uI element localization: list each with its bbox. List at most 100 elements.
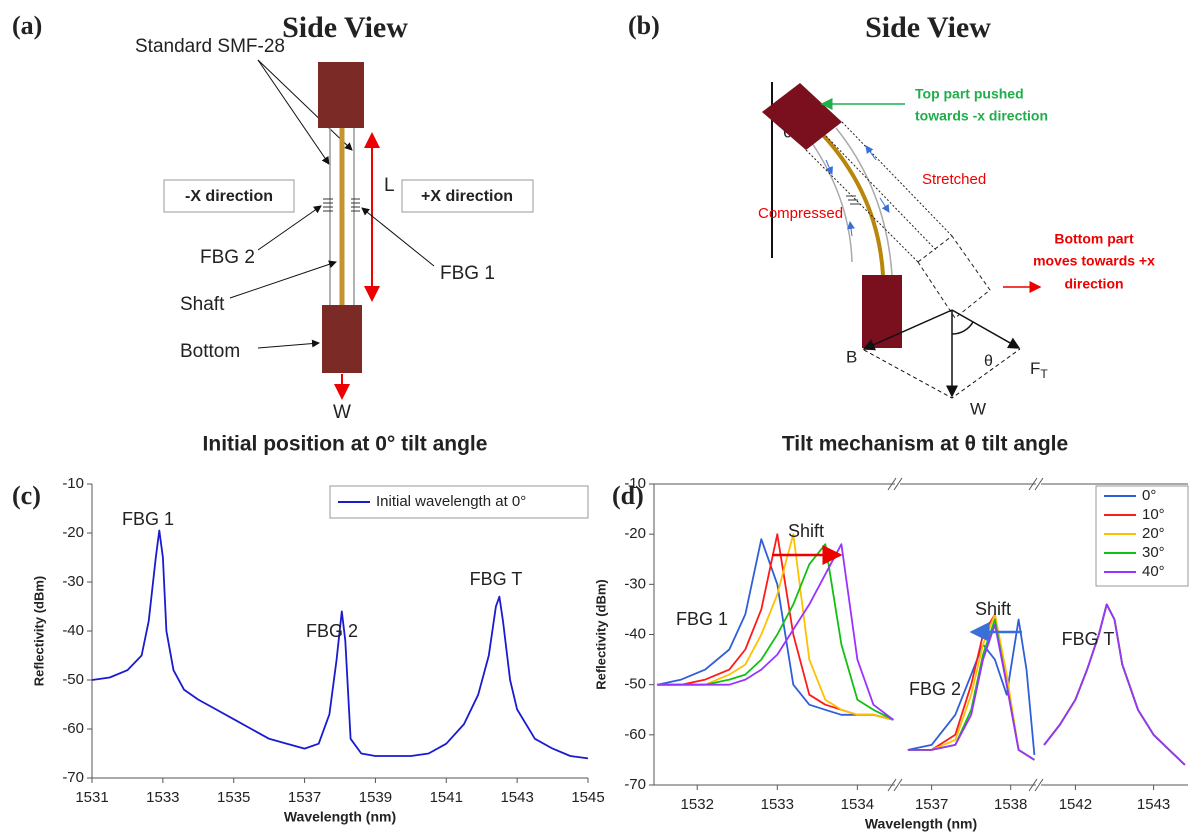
y-axis-label: Reflectivity (dBm): [593, 579, 608, 690]
strain-arrow: [879, 197, 890, 213]
y-tick-label: -60: [624, 726, 646, 743]
stretched-label: Stretched: [922, 171, 986, 188]
y-axis-label: Reflectivity (dBm): [31, 576, 46, 687]
shaft: [821, 133, 885, 276]
direction-label: -X direction: [185, 188, 273, 205]
bottom-block: [322, 305, 362, 373]
top-block: [318, 62, 364, 128]
top-block: [762, 83, 842, 150]
axis-break: [887, 477, 903, 491]
x-axis-label: Wavelength (nm): [284, 809, 396, 825]
force-label-sub: T: [1040, 367, 1048, 381]
pointer: [257, 59, 353, 151]
legend-label: 0°: [1142, 487, 1156, 504]
ghost-outline: [805, 121, 953, 263]
x-tick-label: 1543: [1137, 796, 1170, 813]
legend-label: 10°: [1142, 506, 1165, 523]
x-tick-label: 1545: [571, 789, 604, 806]
y-tick-label: -20: [624, 525, 646, 542]
x-tick-label: 1533: [146, 789, 179, 806]
y-tick-label: -10: [624, 475, 646, 492]
x-tick-label: 1539: [359, 789, 392, 806]
pointer: [257, 205, 322, 251]
annotation: FBG 2: [306, 621, 358, 641]
axis-break: [887, 778, 903, 792]
weight-label: W: [970, 399, 986, 418]
fbg-label: FBG 2: [200, 247, 255, 268]
pointer: [257, 59, 330, 165]
annotation: Shift: [975, 599, 1011, 619]
note: towards -x direction: [915, 108, 1048, 124]
force-arrow: [862, 309, 953, 351]
shaft-label: Shaft: [180, 294, 225, 315]
axis-break: [1028, 477, 1044, 491]
strain-arrow: [847, 221, 855, 237]
axis-break: [1028, 778, 1044, 792]
y-tick-label: -50: [62, 671, 84, 688]
x-tick-label: 1537: [915, 796, 948, 813]
annotation: FBG 1: [122, 509, 174, 529]
pointer: [229, 260, 337, 299]
x-tick-label: 1534: [841, 796, 874, 813]
series-line: [657, 543, 1186, 766]
y-tick-label: -70: [624, 776, 646, 793]
x-axis-label: Wavelength (nm): [865, 816, 977, 832]
weight-label: W: [333, 402, 351, 423]
annotation: FBG T: [470, 569, 523, 589]
direction-label: +X direction: [421, 188, 513, 205]
angle-label: θ: [984, 353, 993, 370]
pointer: [361, 207, 435, 267]
panel-title: Side View: [282, 11, 408, 44]
force-label: FT: [1030, 359, 1048, 381]
x-tick-label: 1542: [1059, 796, 1092, 813]
grating: [846, 195, 860, 205]
note: Top part pushed: [915, 86, 1024, 102]
strain-arrow: [865, 145, 877, 161]
y-tick-label: -30: [62, 573, 84, 590]
legend-box: [329, 485, 589, 519]
x-tick-label: 1537: [288, 789, 321, 806]
direction-box: [163, 179, 295, 213]
strain-arrow: [825, 159, 833, 175]
bottom-block: [862, 275, 902, 348]
y-tick-label: -40: [624, 625, 646, 642]
x-tick-label: 1531: [75, 789, 108, 806]
x-tick-label: 1543: [500, 789, 533, 806]
x-tick-label: 1535: [217, 789, 250, 806]
panel-label: (c): [12, 481, 41, 510]
y-tick-label: -20: [62, 524, 84, 541]
direction-box: [401, 179, 534, 213]
x-tick-label: 1532: [681, 796, 714, 813]
x-tick-label: 1538: [994, 796, 1027, 813]
compressed-label: Compressed: [758, 205, 843, 222]
force-outline: [863, 348, 1021, 399]
panel-label: (d): [612, 481, 644, 510]
grating: [323, 198, 360, 212]
y-tick-label: -10: [62, 475, 84, 492]
caption: Initial position at 0° tilt angle: [203, 433, 488, 456]
panel-label: (b): [628, 11, 660, 40]
annotation: FBG 1: [676, 609, 728, 629]
length-label: L: [384, 175, 395, 196]
bottom-label: Bottom: [180, 341, 240, 362]
caption: Tilt mechanism at θ tilt angle: [782, 433, 1068, 456]
annotation: Shift: [788, 521, 824, 541]
ghost-block: [917, 235, 991, 319]
x-tick-label: 1541: [430, 789, 463, 806]
y-tick-label: -40: [62, 622, 84, 639]
annotation: FBG T: [1062, 629, 1115, 649]
x-tick-label: 1533: [761, 796, 794, 813]
panel-label: (a): [12, 11, 42, 40]
fiber: [811, 142, 853, 263]
fiber-label: Standard SMF-28: [135, 36, 285, 57]
force-label-main: F: [1030, 359, 1040, 378]
legend-label: 30°: [1142, 544, 1165, 561]
note: direction: [1064, 276, 1123, 292]
panel-title: Side View: [865, 11, 991, 44]
fbg-label: FBG 1: [440, 263, 495, 284]
y-tick-label: -60: [62, 720, 84, 737]
note: Bottom part: [1054, 231, 1134, 247]
y-tick-label: -70: [62, 769, 84, 786]
legend-label: Initial wavelength at 0°: [376, 493, 526, 510]
